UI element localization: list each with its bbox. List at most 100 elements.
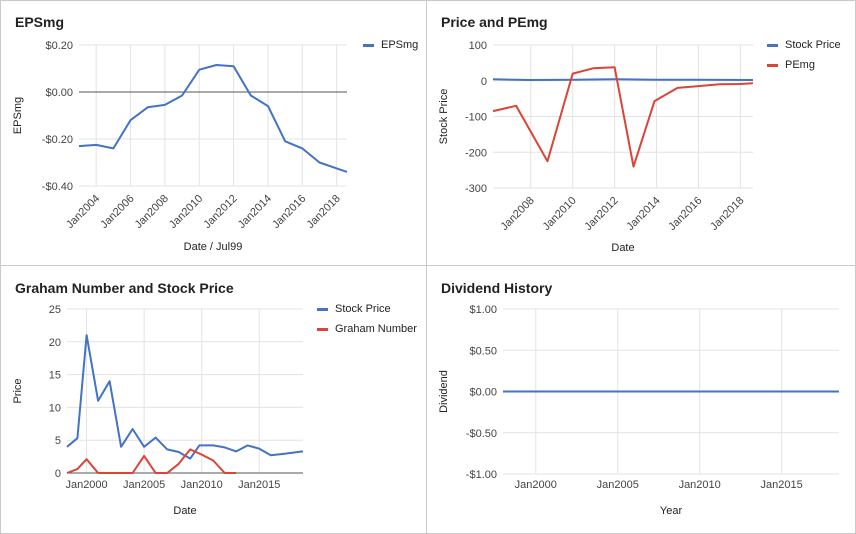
data-point — [214, 63, 218, 67]
data-point — [280, 452, 284, 456]
legend-label: EPSmg — [381, 39, 418, 51]
x-axis-title: Date / Jul99 — [184, 241, 243, 253]
data-point — [837, 390, 841, 394]
legend-label: Graham Number — [335, 323, 417, 335]
x-tick-label: Jan2000 — [515, 479, 557, 491]
data-point — [77, 144, 81, 148]
chart-title: EPSmg — [15, 14, 64, 30]
x-tick-label: Jan2010 — [540, 195, 578, 233]
x-tick-label: Jan2005 — [597, 479, 639, 491]
data-point — [75, 467, 79, 471]
data-point — [655, 78, 659, 82]
data-point — [165, 447, 169, 451]
series-line-0 — [66, 334, 304, 460]
data-point — [266, 104, 270, 108]
chart-title: Graham Number and Stock Price — [15, 280, 234, 296]
data-point — [223, 445, 227, 449]
data-point — [613, 65, 617, 69]
series-line-1 — [492, 66, 754, 168]
y-tick-label: -100 — [465, 112, 487, 124]
y-tick-label: $0.50 — [469, 345, 497, 357]
y-tick-label: -$0.20 — [42, 134, 73, 146]
data-point — [94, 143, 98, 147]
legend-swatch — [767, 44, 778, 47]
data-point — [75, 436, 79, 440]
data-point — [165, 471, 169, 475]
x-tick-label: Jan2012 — [201, 193, 239, 231]
x-axis-title: Date — [611, 242, 634, 254]
data-point — [65, 445, 69, 449]
data-point — [514, 104, 518, 108]
data-point — [211, 443, 215, 447]
data-point — [211, 459, 215, 463]
data-point — [718, 82, 722, 86]
y-tick-label: -200 — [465, 147, 487, 159]
y-tick-label: $0.20 — [45, 40, 73, 52]
y-tick-label: $1.00 — [469, 304, 497, 316]
y-tick-label: $0.00 — [45, 87, 73, 99]
y-tick-label: 0 — [55, 468, 61, 480]
x-tick-label: Jan2012 — [582, 195, 620, 233]
data-point — [85, 457, 89, 461]
x-tick-label: Jan2010 — [167, 193, 205, 231]
data-point — [197, 68, 201, 72]
y-tick-label: $0.00 — [469, 387, 497, 399]
data-point — [131, 427, 135, 431]
x-tick-label: Jan2015 — [761, 479, 803, 491]
data-point — [180, 94, 184, 98]
data-point — [632, 165, 636, 169]
y-tick-label: 10 — [49, 402, 61, 414]
y-axis-title: Dividend — [438, 370, 450, 413]
legend-swatch — [767, 64, 778, 67]
data-point — [131, 471, 135, 475]
data-point — [283, 139, 287, 143]
data-point — [197, 443, 201, 447]
data-point — [177, 462, 181, 466]
y-tick-label: 5 — [55, 435, 61, 447]
x-tick-label: Jan2014 — [236, 193, 274, 231]
data-point — [345, 170, 349, 174]
series-line-0 — [492, 78, 754, 81]
data-point — [154, 436, 158, 440]
graham-svg: Graham Number and Stock Price 0 5 10 15 20 25 J… — [12, 280, 417, 517]
data-point — [96, 399, 100, 403]
dividend-svg: Dividend History $1.00 $0.50 $0.00 -$0.50 -$1… — [438, 280, 841, 517]
data-point — [200, 453, 204, 457]
x-tick-label: Jan2016 — [270, 193, 308, 231]
legend-swatch — [317, 308, 328, 311]
data-point — [142, 445, 146, 449]
graham-chart-panel: Graham Number and Stock Price 0 5 10 15 20 25 J… — [0, 265, 428, 534]
data-point — [491, 77, 495, 81]
x-tick-label: Jan2016 — [666, 195, 704, 233]
data-point — [697, 78, 701, 82]
y-tick-label: -$0.40 — [42, 181, 73, 193]
legend-label: Stock Price — [335, 303, 391, 315]
data-point — [142, 454, 146, 458]
y-axis-title: EPSmg — [12, 97, 24, 134]
series-line-1 — [66, 448, 237, 474]
data-point — [223, 471, 227, 475]
data-point — [129, 118, 133, 122]
data-point — [269, 453, 273, 457]
data-point — [119, 445, 123, 449]
data-point — [188, 457, 192, 461]
data-point — [653, 99, 657, 103]
y-tick-label: 100 — [469, 40, 487, 52]
x-tick-label: Jan2018 — [304, 193, 342, 231]
x-tick-label: Jan2008 — [133, 193, 171, 231]
data-point — [301, 449, 305, 453]
y-tick-label: 20 — [49, 337, 61, 349]
chart-title: Price and PEmg — [441, 14, 548, 30]
data-point — [177, 450, 181, 454]
x-axis-title: Year — [660, 505, 683, 517]
data-point — [592, 66, 596, 70]
data-point — [249, 94, 253, 98]
y-tick-label: -$0.50 — [466, 428, 497, 440]
chart-title: Dividend History — [441, 280, 552, 296]
legend-swatch — [363, 44, 374, 47]
data-point — [529, 78, 533, 82]
dividend-chart-panel: Dividend History $1.00 $0.50 $0.00 -$0.50 -$1… — [426, 265, 856, 534]
x-axis-title: Date — [173, 505, 196, 517]
